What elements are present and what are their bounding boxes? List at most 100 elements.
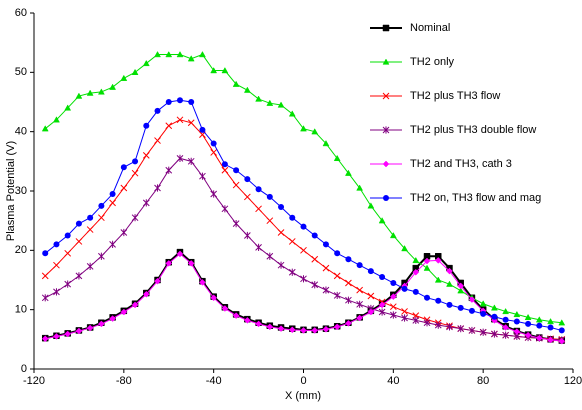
marker — [199, 51, 206, 58]
marker — [64, 249, 72, 257]
marker — [412, 256, 420, 264]
marker — [300, 275, 307, 283]
marker — [356, 184, 364, 191]
marker — [86, 262, 94, 270]
marker — [479, 328, 487, 336]
marker — [221, 305, 229, 312]
x-tick-label: -40 — [206, 375, 222, 387]
marker — [187, 260, 195, 267]
marker — [434, 257, 442, 264]
marker — [142, 59, 150, 67]
marker — [232, 220, 240, 228]
marker — [244, 176, 251, 183]
marker — [176, 116, 184, 124]
marker — [457, 287, 465, 294]
marker — [535, 334, 543, 342]
marker — [412, 312, 420, 319]
marker — [109, 83, 117, 90]
marker — [378, 217, 386, 224]
marker — [356, 262, 363, 269]
marker — [389, 311, 397, 319]
y-tick-label: 40 — [15, 126, 27, 138]
marker — [278, 204, 285, 211]
marker — [311, 281, 319, 289]
marker — [468, 296, 476, 303]
marker — [98, 320, 105, 328]
marker — [232, 181, 240, 189]
marker — [120, 228, 128, 237]
marker — [255, 243, 262, 251]
marker — [446, 323, 453, 331]
marker — [502, 331, 509, 339]
legend-label: TH2 plus TH3 flow — [410, 90, 500, 102]
marker — [524, 313, 532, 321]
marker — [446, 267, 453, 275]
marker — [210, 294, 218, 302]
marker — [232, 80, 240, 87]
marker — [142, 152, 150, 159]
marker — [333, 272, 341, 280]
marker — [277, 261, 285, 269]
marker — [491, 313, 498, 320]
marker — [266, 217, 274, 225]
marker — [367, 292, 375, 300]
marker — [535, 316, 543, 323]
x-tick-label: 40 — [387, 375, 399, 387]
marker — [266, 99, 274, 106]
marker — [468, 307, 475, 314]
marker — [132, 158, 139, 165]
x-tick-label: -120 — [23, 375, 45, 387]
marker — [333, 154, 341, 162]
marker — [244, 231, 251, 240]
marker — [322, 325, 330, 333]
marker — [389, 231, 397, 239]
legend-marker — [382, 58, 390, 65]
marker — [109, 315, 116, 322]
marker — [154, 184, 161, 192]
y-tick-label: 10 — [15, 304, 27, 316]
marker — [98, 202, 105, 209]
marker — [434, 276, 442, 283]
marker — [288, 268, 296, 276]
marker — [322, 286, 330, 294]
marker — [233, 167, 240, 174]
marker — [120, 164, 127, 171]
marker — [86, 324, 94, 332]
marker — [109, 240, 116, 248]
marker — [154, 107, 161, 114]
y-tick-label: 0 — [21, 363, 27, 375]
legend-label: TH2 plus TH3 double flow — [410, 124, 536, 136]
marker — [255, 205, 262, 213]
marker — [165, 166, 173, 174]
marker — [142, 199, 150, 207]
marker — [199, 279, 206, 286]
marker — [53, 261, 60, 269]
marker — [154, 51, 161, 58]
x-tick-label: 80 — [477, 375, 489, 387]
legend-marker — [382, 126, 390, 134]
marker — [345, 319, 352, 327]
marker — [356, 286, 363, 294]
marker — [277, 325, 285, 333]
marker — [547, 318, 554, 325]
marker — [457, 304, 464, 311]
marker — [131, 214, 139, 222]
marker — [165, 99, 172, 105]
y-tick-label: 20 — [15, 244, 27, 256]
marker — [75, 327, 83, 335]
marker — [176, 51, 184, 58]
marker — [457, 282, 465, 290]
marker — [311, 255, 319, 263]
legend-marker — [383, 195, 389, 201]
marker — [210, 67, 218, 74]
marker — [244, 316, 251, 324]
marker — [53, 333, 60, 340]
marker — [64, 232, 71, 239]
marker — [434, 321, 442, 329]
marker — [356, 300, 363, 308]
marker — [176, 154, 184, 162]
marker — [221, 205, 229, 213]
marker — [480, 310, 487, 317]
marker — [243, 86, 251, 93]
